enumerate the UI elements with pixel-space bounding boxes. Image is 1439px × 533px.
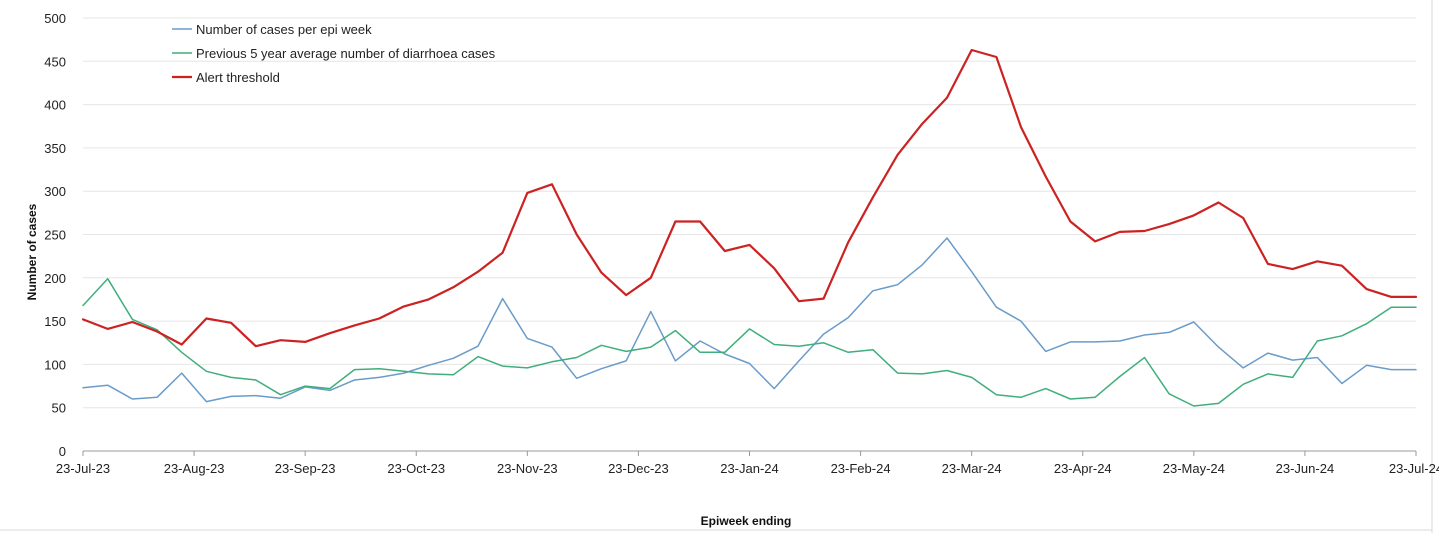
legend-label: Previous 5 year average number of diarrh… bbox=[196, 46, 496, 61]
x-axis-title: Epiweek ending bbox=[701, 514, 792, 528]
x-tick-label: 23-Aug-23 bbox=[164, 461, 225, 476]
y-axis-ticks: 0 50 100 150 200 250 300 350 400 450 500 bbox=[44, 11, 66, 459]
x-axis-ticks: 23-Jul-23 23-Aug-23 23-Sep-23 23-Oct-23 23-N… bbox=[56, 451, 1439, 476]
x-tick-label: 23-Sep-23 bbox=[275, 461, 336, 476]
legend-label: Alert threshold bbox=[196, 70, 280, 85]
x-tick-label: 23-Oct-23 bbox=[387, 461, 445, 476]
x-tick-label: 23-Feb-24 bbox=[831, 461, 891, 476]
legend: Number of cases per epi week Previous 5 y… bbox=[172, 22, 496, 85]
y-tick-label: 300 bbox=[44, 184, 66, 199]
x-tick-label: 23-Nov-23 bbox=[497, 461, 558, 476]
x-tick-label: 23-Mar-24 bbox=[942, 461, 1002, 476]
y-tick-label: 100 bbox=[44, 357, 66, 372]
series-line bbox=[82, 277, 1417, 407]
x-tick-label: 23-May-24 bbox=[1163, 461, 1225, 476]
series-line bbox=[82, 237, 1417, 403]
y-tick-label: 450 bbox=[44, 54, 66, 69]
y-tick-label: 500 bbox=[44, 11, 66, 26]
x-tick-label: 23-Jun-24 bbox=[1276, 461, 1335, 476]
x-tick-label: 23-Jan-24 bbox=[720, 461, 779, 476]
series-group bbox=[81, 48, 1418, 407]
y-axis-title: Number of cases bbox=[25, 203, 39, 300]
y-tick-label: 400 bbox=[44, 98, 66, 113]
x-tick-label: 23-Apr-24 bbox=[1054, 461, 1112, 476]
series-line bbox=[81, 48, 1418, 348]
gridlines bbox=[83, 17, 1416, 409]
x-tick-label: 23-Dec-23 bbox=[608, 461, 669, 476]
y-tick-label: 0 bbox=[59, 444, 66, 459]
x-tick-label: 23-Jul-24 bbox=[1389, 461, 1439, 476]
x-tick-label: 23-Jul-23 bbox=[56, 461, 110, 476]
y-tick-label: 250 bbox=[44, 228, 66, 243]
y-tick-label: 350 bbox=[44, 141, 66, 156]
legend-label: Number of cases per epi week bbox=[196, 22, 372, 37]
y-tick-label: 150 bbox=[44, 314, 66, 329]
y-tick-label: 200 bbox=[44, 271, 66, 286]
y-tick-label: 50 bbox=[52, 401, 66, 416]
